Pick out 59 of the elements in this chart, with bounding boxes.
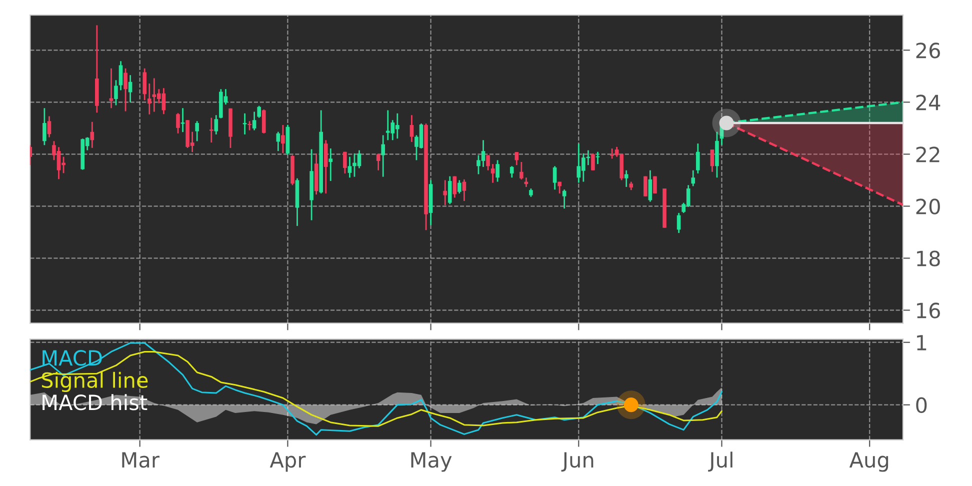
- candlestick: [524, 176, 528, 188]
- x-tick-label: Jul: [708, 452, 732, 472]
- x-tick-label: Apr: [270, 452, 306, 472]
- candlestick: [281, 124, 285, 154]
- x-tick-label: Aug: [849, 452, 888, 472]
- candlestick: [214, 114, 218, 136]
- candlestick: [591, 152, 595, 171]
- x-tick-label: Jun: [561, 452, 594, 472]
- candlestick: [520, 161, 524, 180]
- y-tick-label: 24: [916, 94, 940, 110]
- candlestick: [696, 142, 700, 174]
- candlestick: [443, 179, 448, 206]
- candlestick: [514, 151, 519, 166]
- candlestick: [252, 111, 256, 131]
- candlestick: [262, 108, 266, 134]
- candlestick: [328, 148, 333, 182]
- candlestick: [376, 153, 380, 171]
- candlestick: [552, 165, 557, 190]
- candlestick: [195, 120, 199, 142]
- candlestick: [452, 176, 457, 198]
- x-tick-label: Mar: [122, 452, 160, 468]
- y-tick-label: 0: [916, 397, 927, 414]
- candlestick: [176, 112, 180, 134]
- candlestick: [324, 139, 328, 194]
- candlestick: [348, 156, 352, 178]
- candlestick: [458, 179, 462, 194]
- candlestick: [257, 105, 261, 118]
- candlestick: [558, 181, 562, 194]
- candlestick: [510, 165, 514, 178]
- candlestick: [648, 170, 652, 202]
- candlestick: [209, 117, 214, 144]
- candlestick: [276, 131, 280, 152]
- y-tick-label: 26: [916, 42, 940, 58]
- candlestick: [490, 163, 495, 184]
- candlestick: [710, 148, 714, 173]
- candlestick: [562, 188, 566, 210]
- x-tick-label: May: [411, 452, 452, 472]
- candlestick: [462, 178, 466, 202]
- candlestick: [381, 134, 385, 178]
- candlestick: [142, 68, 147, 101]
- y-tick-label: 20: [916, 198, 940, 214]
- candlestick: [248, 120, 252, 131]
- candlestick: [410, 114, 414, 143]
- y-tick-label: 16: [917, 302, 940, 318]
- candlestick: [676, 212, 681, 234]
- candlestick: [486, 154, 490, 171]
- candlestick: [180, 107, 185, 133]
- candlestick: [691, 170, 696, 187]
- candlestick: [147, 82, 152, 116]
- candlestick: [496, 159, 500, 182]
- y-tick-label: 18: [917, 250, 940, 266]
- candlestick: [448, 176, 452, 205]
- y-tick-label: 1: [917, 335, 926, 350]
- candlestick: [343, 151, 347, 174]
- series-label: MACD: [42, 350, 102, 366]
- y-tick-label: 22: [916, 146, 940, 162]
- candlestick: [624, 170, 628, 188]
- candlestick: [242, 112, 247, 136]
- series-label: Signal line: [42, 372, 148, 392]
